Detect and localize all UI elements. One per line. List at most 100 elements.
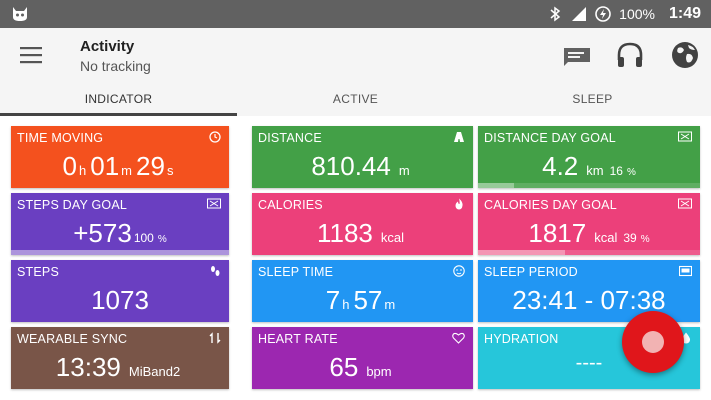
distance-unit: m (398, 163, 410, 178)
sleep-period-range: 23:41 - 07:38 (512, 285, 666, 315)
distance-value: 810.44 m (252, 151, 473, 185)
heart-rate-value: 65 bpm (252, 352, 473, 386)
steps-goal-progress-bar (11, 250, 229, 255)
card-label: DISTANCE DAY GOAL (484, 131, 616, 145)
card-label: SLEEP PERIOD (484, 265, 578, 279)
hours-value: 0 (62, 151, 78, 181)
percent-sign: % (626, 167, 636, 178)
card-label: STEPS (17, 265, 59, 279)
calories-goal-number: 1817 (528, 218, 587, 248)
globe-icon[interactable] (670, 40, 700, 70)
tab-indicator[interactable]: INDICATOR (0, 82, 237, 116)
seconds-value: 29 (136, 151, 165, 181)
clock-icon (209, 131, 221, 143)
card-time-moving[interactable]: TIME MOVING 0 h 01 m 29 s (11, 126, 229, 188)
signal-icon (572, 7, 587, 21)
card-label: HYDRATION (484, 332, 559, 346)
wearable-sync-value: 13:39 MiBand2 (11, 352, 229, 386)
sleep-hours-unit: h (342, 297, 350, 312)
card-distance-day-goal[interactable]: DISTANCE DAY GOAL 4.2 km 16 % (478, 126, 700, 188)
flame-icon (455, 198, 463, 210)
flag-icon (207, 198, 221, 209)
battery-saver-icon (595, 6, 611, 22)
message-icon[interactable] (562, 40, 592, 70)
sleep-minutes: 57 (353, 285, 383, 315)
calories-value: 1183 kcal (252, 218, 473, 252)
calories-goal-percent: 39 (623, 231, 637, 245)
card-label: STEPS DAY GOAL (17, 198, 128, 212)
percent-sign: % (640, 234, 650, 245)
steps-goal-value: +573 100 % (11, 218, 229, 252)
battery-level: 100% (619, 6, 655, 22)
app-bar: Activity No tracking (0, 28, 711, 82)
card-distance[interactable]: DISTANCE 810.44 m (252, 126, 473, 188)
progress-track (478, 250, 700, 255)
steps-goal-percent: 100 (133, 231, 154, 245)
hydration-number: ---- (575, 352, 603, 374)
card-label: CALORIES (258, 198, 323, 212)
distance-goal-unit: km (586, 163, 604, 178)
clock-time: 1:49 (668, 5, 701, 22)
status-bar: 100% 1:49 (0, 0, 711, 28)
card-calories[interactable]: CALORIES 1183 kcal (252, 193, 473, 255)
sleep-period-value: 23:41 - 07:38 (478, 285, 700, 319)
heart-icon (452, 332, 465, 344)
page-title: Activity (80, 38, 135, 55)
tab-active[interactable]: ACTIVE (332, 92, 379, 106)
sleep-minutes-unit: m (384, 297, 396, 312)
cat-icon (13, 7, 27, 21)
bed-icon (679, 265, 692, 277)
record-button[interactable] (622, 311, 684, 373)
time-moving-value: 0 h 01 m 29 s (11, 151, 229, 185)
percent-sign: % (157, 234, 167, 245)
headphones-icon[interactable] (615, 40, 645, 70)
card-label: DISTANCE (258, 131, 322, 145)
card-calories-day-goal[interactable]: CALORIES DAY GOAL 1817 kcal 39 % (478, 193, 700, 255)
indicator-grid: TIME MOVING 0 h 01 m 29 s STEPS DAY GOAL… (0, 116, 711, 400)
menu-icon[interactable] (18, 42, 44, 68)
steps-number: 1073 (91, 285, 149, 315)
card-label: SLEEP TIME (258, 265, 334, 279)
sleep-face-icon (453, 265, 465, 277)
calories-unit: kcal (380, 230, 405, 245)
seconds-unit: s (166, 163, 174, 178)
heart-rate-unit: bpm (366, 364, 392, 379)
steps-goal-number: +573 (73, 218, 132, 248)
distance-goal-percent: 16 (609, 164, 623, 178)
progress-track (11, 250, 229, 255)
calories-goal-progress-bar (478, 250, 565, 255)
calories-goal-unit: kcal (594, 230, 618, 245)
card-label: TIME MOVING (17, 131, 104, 145)
card-heart-rate[interactable]: HEART RATE 65 bpm (252, 327, 473, 389)
page-subtitle: No tracking (80, 58, 151, 74)
sync-icon (209, 332, 221, 344)
minutes-value: 01 (90, 151, 120, 181)
record-icon (642, 331, 664, 353)
card-steps[interactable]: STEPS 1073 (11, 260, 229, 322)
distance-goal-number: 4.2 (542, 151, 579, 181)
card-sleep-time[interactable]: SLEEP TIME 7 h 57 m (252, 260, 473, 322)
tab-sleep[interactable]: SLEEP (572, 92, 613, 106)
minutes-unit: m (121, 163, 133, 178)
card-label: HEART RATE (258, 332, 338, 346)
calories-number: 1183 (316, 218, 373, 248)
device-name: MiBand2 (128, 364, 181, 379)
calories-goal-value: 1817 kcal 39 % (478, 218, 700, 252)
card-steps-day-goal[interactable]: STEPS DAY GOAL +573 100 % (11, 193, 229, 255)
card-label: WEARABLE SYNC (17, 332, 128, 346)
flag-icon (678, 198, 692, 209)
progress-track (478, 183, 700, 188)
card-sleep-period[interactable]: SLEEP PERIOD 23:41 - 07:38 (478, 260, 700, 322)
footprints-icon (211, 266, 220, 276)
sync-time: 13:39 (55, 352, 121, 382)
road-icon (454, 132, 464, 142)
steps-value: 1073 (11, 285, 229, 319)
heart-rate-number: 65 (329, 352, 359, 382)
hours-unit: h (79, 163, 87, 178)
distance-goal-progress-bar (478, 183, 514, 188)
tab-bar: INDICATOR ACTIVE SLEEP (0, 82, 711, 116)
distance-goal-value: 4.2 km 16 % (478, 151, 700, 185)
card-wearable-sync[interactable]: WEARABLE SYNC 13:39 MiBand2 (11, 327, 229, 389)
distance-number: 810.44 (311, 151, 391, 181)
sleep-hours: 7 (325, 285, 341, 315)
